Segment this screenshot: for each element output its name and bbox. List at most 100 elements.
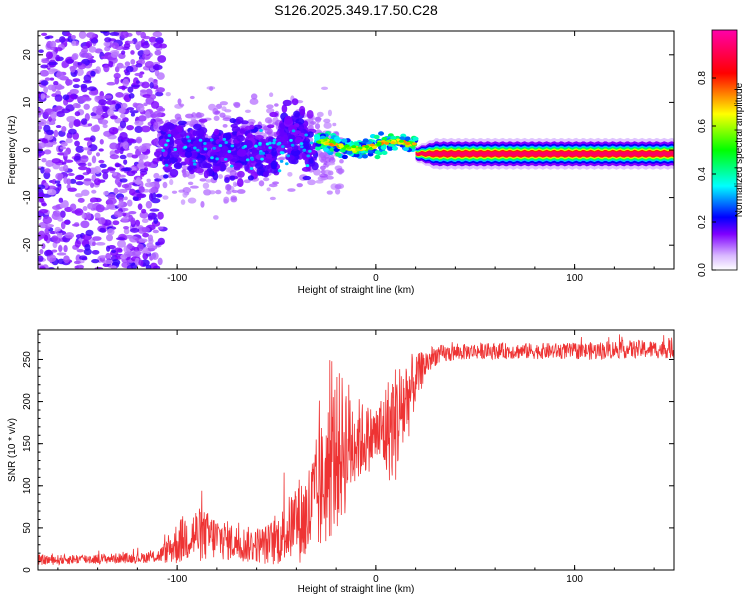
heatmap-blob xyxy=(270,160,278,170)
heatmap-blob xyxy=(195,112,205,118)
heatmap-blob xyxy=(229,175,236,181)
heatmap-blob xyxy=(200,200,205,208)
heatmap-blob xyxy=(254,144,258,148)
heatmap-blob xyxy=(122,207,129,212)
heatmap-blob xyxy=(127,138,135,143)
heatmap-blob xyxy=(98,159,105,164)
snr-series-line xyxy=(38,334,674,566)
heatmap-blob xyxy=(302,148,307,152)
heatmap-blob xyxy=(183,145,188,149)
heatmap-blob xyxy=(108,127,119,135)
heatmap-blob xyxy=(135,80,140,84)
heatmap-blob xyxy=(57,216,64,222)
heatmap-blob xyxy=(152,157,159,165)
heatmap-blob xyxy=(103,259,114,265)
heatmap-blob xyxy=(278,156,286,161)
heatmap-blob xyxy=(155,91,164,97)
heatmap-blob xyxy=(147,212,158,220)
heatmap-blob xyxy=(355,148,361,152)
heatmap-blob xyxy=(85,229,94,237)
heatmap-blob xyxy=(134,120,144,126)
heatmap-blob xyxy=(266,124,275,129)
heatmap-blob xyxy=(83,74,92,83)
heatmap-blob xyxy=(362,138,369,143)
heatmap-blob xyxy=(157,55,167,63)
heatmap-blob xyxy=(53,81,59,86)
heatmap-blob xyxy=(114,149,121,154)
heatmap-blob xyxy=(56,71,64,79)
heatmap-blob xyxy=(91,115,101,119)
heatmap-blob xyxy=(171,190,178,194)
heatmap-blob xyxy=(77,62,82,66)
heatmap-blob xyxy=(222,137,227,141)
heatmap-blob xyxy=(197,157,203,164)
heatmap-blob xyxy=(198,118,208,123)
heatmap-blob xyxy=(143,161,152,167)
colorbar-tick-label: 0.0 xyxy=(697,263,708,277)
y-tick-label: 150 xyxy=(22,435,33,452)
heatmap-blob xyxy=(142,246,149,254)
heatmap-band xyxy=(415,151,674,157)
heatmap-blob xyxy=(45,226,51,230)
heatmap-blob xyxy=(102,112,109,119)
heatmap-blob xyxy=(88,46,97,53)
heatmap-blob xyxy=(153,110,162,118)
heatmap-blob xyxy=(140,173,145,177)
heatmap-blob xyxy=(124,71,131,76)
heatmap-blob xyxy=(208,103,217,111)
heatmap-blob xyxy=(304,133,308,137)
heatmap-blob xyxy=(120,31,129,39)
heatmap-blob xyxy=(112,220,120,226)
heatmap-blob xyxy=(258,180,265,187)
heatmap-blob xyxy=(123,159,128,165)
heatmap-blob xyxy=(106,100,116,106)
heatmap-blob xyxy=(139,168,148,173)
heatmap-blob xyxy=(390,141,396,145)
heatmap-blob xyxy=(180,199,186,205)
heatmap-blob xyxy=(132,102,138,108)
heatmap-blob xyxy=(48,61,58,66)
heatmap-blob xyxy=(102,123,108,129)
heatmap-blob xyxy=(78,166,88,171)
heatmap-blob xyxy=(353,153,360,158)
heatmap-blob xyxy=(44,77,51,81)
heatmap-blob xyxy=(272,138,277,142)
heatmap-blob xyxy=(219,112,226,118)
heatmap-blob xyxy=(98,255,107,259)
heatmap-blob xyxy=(100,31,108,34)
heatmap-blob xyxy=(95,107,104,116)
heatmap-blob xyxy=(105,252,112,260)
heatmap-blob xyxy=(38,230,46,239)
heatmap-blob xyxy=(190,116,196,121)
heatmap-blob xyxy=(136,104,145,113)
heatmap-blob xyxy=(323,122,332,129)
heatmap-blob xyxy=(341,138,348,143)
heatmap-blob xyxy=(156,193,163,198)
heatmap-blob xyxy=(187,165,194,172)
heatmap-blob xyxy=(192,162,197,166)
heatmap-blob xyxy=(344,144,350,148)
snr-x-axis: -100 0 100 xyxy=(57,330,655,585)
heatmap-blob xyxy=(149,82,154,89)
heatmap-blob xyxy=(153,172,160,179)
heatmap-blob xyxy=(106,167,117,171)
heatmap-blob xyxy=(109,154,120,160)
heatmap-blob xyxy=(47,84,55,91)
heatmap-blob xyxy=(38,192,45,198)
heatmap-blob xyxy=(76,248,85,253)
heatmap-blob xyxy=(130,112,136,117)
heatmap-blob xyxy=(229,164,234,168)
heatmap-blob xyxy=(162,181,168,189)
heatmap-blob xyxy=(106,245,111,252)
snr-xlabel: Height of straight line (km) xyxy=(298,584,415,595)
heatmap-blob xyxy=(309,120,317,125)
heatmap-blob xyxy=(106,81,116,86)
y-tick-label: 20 xyxy=(22,49,33,61)
heatmap-blob xyxy=(77,96,87,104)
heatmap-blob xyxy=(74,176,82,180)
figure-title: S126.2025.349.17.50.C28 xyxy=(274,2,438,18)
heatmap-blob xyxy=(266,129,273,136)
heatmap-blob xyxy=(39,69,50,77)
heatmap-blob xyxy=(75,181,84,186)
